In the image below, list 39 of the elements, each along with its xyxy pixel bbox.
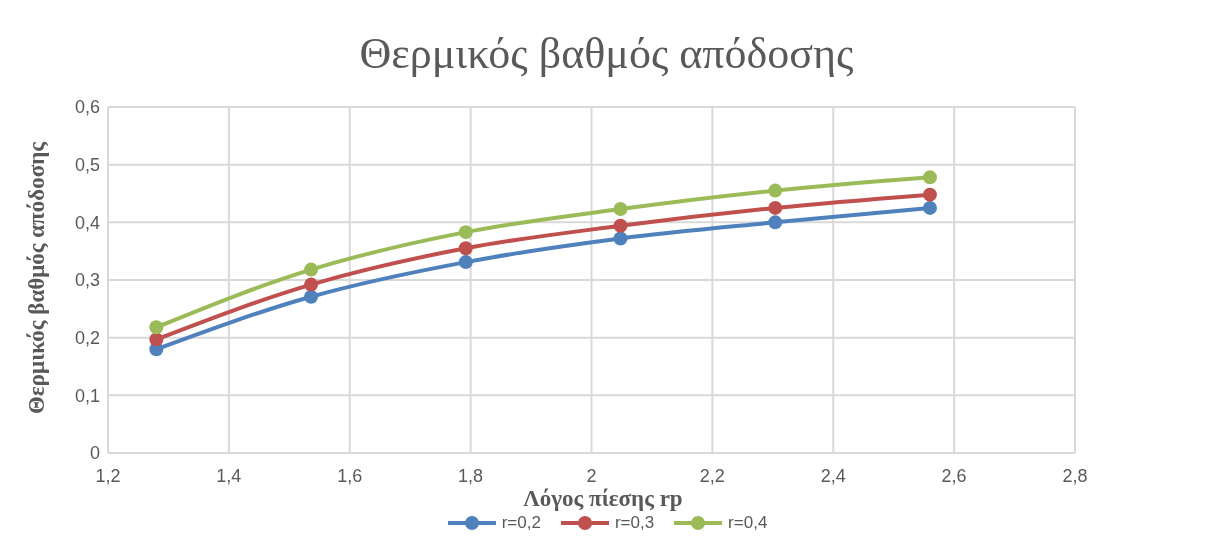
x-tick-label: 2,6 xyxy=(941,465,967,486)
y-tick-label: 0,1 xyxy=(74,385,100,406)
point xyxy=(922,200,937,215)
legend-label: r=0,2 xyxy=(501,513,541,533)
point xyxy=(768,200,783,215)
point xyxy=(768,215,783,230)
x-tick-label: 1,8 xyxy=(458,465,484,486)
point xyxy=(613,231,628,246)
point xyxy=(768,183,783,198)
point xyxy=(922,187,937,202)
x-tick-label: 2,4 xyxy=(820,465,846,486)
legend-label: r=0,3 xyxy=(614,513,655,533)
x-tick-label: 1,6 xyxy=(337,465,363,486)
point xyxy=(613,202,628,217)
point xyxy=(304,289,319,304)
x-axis-title: Λόγος πίεσης rp xyxy=(522,486,684,512)
point xyxy=(149,332,164,347)
y-axis-title: Θερμικός βαθμός απόδοσης xyxy=(24,142,50,414)
y-tick-label: 0,6 xyxy=(74,97,100,118)
x-tick-label: 1,4 xyxy=(216,465,242,486)
x-tick-label: 2,8 xyxy=(1062,465,1088,486)
point xyxy=(613,218,628,233)
legend-label: r=0,4 xyxy=(728,513,768,533)
point xyxy=(458,241,473,256)
point xyxy=(304,277,319,292)
x-tick-label: 2 xyxy=(586,465,597,486)
y-tick-label: 0,4 xyxy=(74,212,100,233)
y-tick-label: 0,2 xyxy=(74,328,100,349)
point xyxy=(922,170,937,185)
point xyxy=(458,225,473,240)
point xyxy=(149,320,164,335)
chart-title: Θερμικός βαθμός απόδοσης xyxy=(358,28,855,79)
y-tick-label: 0,5 xyxy=(74,155,100,176)
y-tick-label: 0 xyxy=(89,443,100,464)
point xyxy=(304,262,319,277)
x-tick-label: 1,2 xyxy=(95,465,121,486)
point xyxy=(458,255,473,270)
y-tick-label: 0,3 xyxy=(74,270,100,291)
x-tick-label: 2,2 xyxy=(699,465,725,486)
